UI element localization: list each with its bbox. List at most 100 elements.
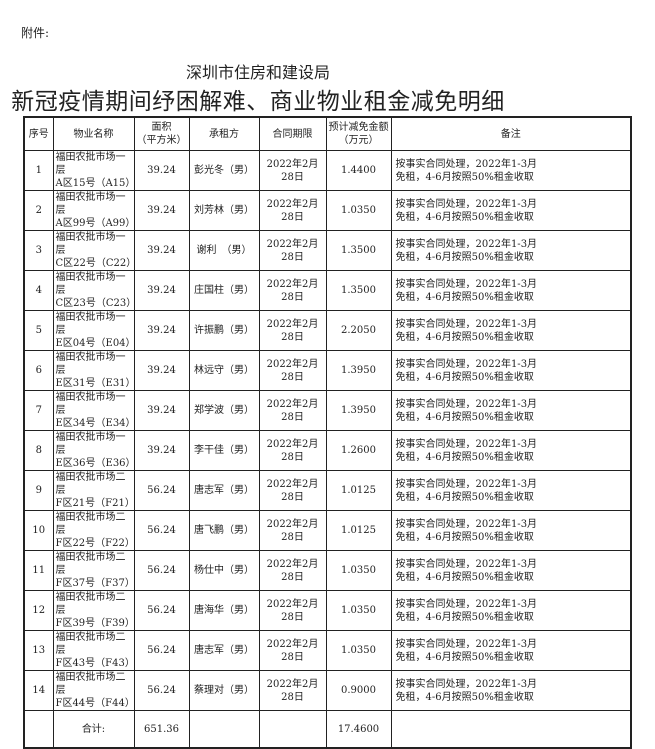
- note-line1: 按事实合同处理，2022年1-3月: [395, 398, 538, 410]
- header-amount-line1: 预计减免金额: [328, 122, 389, 133]
- row-no: 2: [23, 190, 54, 231]
- header-area-line2: （平方米）: [136, 135, 187, 146]
- property-line1: 福田农批市场二层: [55, 552, 126, 576]
- table-row: 9 福田农批市场二层 F区21号（F21） 56.24 唐志军（男） 2022年2月28日…: [23, 470, 632, 511]
- table-row: 3 福田农批市场一层 C区22号（C22） 39.24 谢利 （男） 2022年2月28日…: [23, 230, 632, 271]
- row-note: 按事实合同处理，2022年1-3月 免租，4-6月按照50%租金收取: [390, 430, 632, 471]
- total-amount: 17.4600: [325, 710, 392, 749]
- note-line2: 免租，4-6月按照50%租金收取: [395, 531, 534, 543]
- note-line1: 按事实合同处理，2022年1-3月: [395, 558, 538, 570]
- note-line1: 按事实合同处理，2022年1-3月: [395, 678, 538, 690]
- row-no: 3: [23, 230, 54, 271]
- row-amount: 1.0125: [325, 470, 392, 511]
- row-contract: 2022年2月28日: [258, 190, 327, 231]
- note-line1: 按事实合同处理，2022年1-3月: [395, 638, 538, 650]
- note-line1: 按事实合同处理，2022年1-3月: [395, 198, 538, 210]
- total-no: [23, 710, 54, 749]
- table-row: 7 福田农批市场一层 E区34号（E34） 39.24 郑学波（男） 2022年2月28日…: [23, 390, 632, 431]
- row-contract: 2022年2月28日: [258, 390, 327, 431]
- row-amount: 1.3500: [325, 230, 392, 271]
- row-property: 福田农批市场一层 E区04号（E04）: [52, 310, 135, 351]
- property-line2: E区04号（E04）: [55, 338, 134, 349]
- header-amount: 预计减免金额 （万元）: [325, 116, 392, 151]
- row-area: 39.24: [133, 190, 190, 231]
- row-tenant: 林远守（男）: [188, 350, 260, 391]
- row-no: 9: [23, 470, 54, 511]
- row-tenant: 杨仕中（男）: [188, 550, 260, 591]
- total-row: 合计: 651.36 17.4600: [23, 710, 632, 749]
- note-line1: 按事实合同处理，2022年1-3月: [395, 518, 538, 530]
- row-tenant: 李干佳（男）: [188, 430, 260, 471]
- issuer-heading: 深圳市住房和建设局: [185, 63, 330, 82]
- row-property: 福田农批市场一层 E区31号（E31）: [52, 350, 135, 391]
- note-line1: 按事实合同处理，2022年1-3月: [395, 438, 538, 450]
- property-line1: 福田农批市场二层: [55, 592, 126, 616]
- table-row: 1 福田农批市场一层 A区15号（A15） 39.24 彭光冬（男） 2022年2月28日…: [23, 150, 632, 191]
- row-no: 11: [23, 550, 54, 591]
- row-contract: 2022年2月28日: [258, 310, 327, 351]
- note-line2: 免租，4-6月按照50%租金收取: [395, 571, 534, 583]
- row-contract: 2022年2月28日: [258, 470, 327, 511]
- property-line1: 福田农批市场二层: [55, 672, 126, 696]
- row-amount: 0.9000: [325, 670, 392, 711]
- header-no: 序号: [23, 116, 54, 151]
- header-contract: 合同期限: [258, 116, 327, 151]
- note-line2: 免租，4-6月按照50%租金收取: [395, 371, 534, 383]
- property-line2: F区37号（F37）: [55, 578, 134, 589]
- note-line2: 免租，4-6月按照50%租金收取: [395, 331, 534, 343]
- property-line2: E区36号（E36）: [55, 458, 134, 469]
- row-no: 4: [23, 270, 54, 311]
- note-line2: 免租，4-6月按照50%租金收取: [395, 651, 534, 663]
- row-tenant: 庄国柱（男）: [188, 270, 260, 311]
- note-line2: 免租，4-6月按照50%租金收取: [395, 451, 534, 463]
- row-property: 福田农批市场二层 F区22号（F22）: [52, 510, 135, 551]
- row-contract: 2022年2月28日: [258, 430, 327, 471]
- property-line2: A区15号（A15）: [55, 178, 134, 189]
- property-line2: C区23号（C23）: [55, 298, 134, 309]
- row-area: 56.24: [133, 630, 190, 671]
- row-property: 福田农批市场一层 C区23号（C23）: [52, 270, 135, 311]
- note-line1: 按事实合同处理，2022年1-3月: [395, 478, 538, 490]
- row-no: 6: [23, 350, 54, 391]
- note-line2: 免租，4-6月按照50%租金收取: [395, 291, 534, 303]
- row-note: 按事实合同处理，2022年1-3月 免租，4-6月按照50%租金收取: [390, 670, 632, 711]
- row-area: 56.24: [133, 670, 190, 711]
- note-line2: 免租，4-6月按照50%租金收取: [395, 211, 534, 223]
- row-property: 福田农批市场二层 F区44号（F44）: [52, 670, 135, 711]
- row-amount: 1.3950: [325, 350, 392, 391]
- row-tenant: 唐飞鹏（男）: [188, 510, 260, 551]
- table-row: 4 福田农批市场一层 C区23号（C23） 39.24 庄国柱（男） 2022年2月28日…: [23, 270, 632, 311]
- row-amount: 1.0350: [325, 590, 392, 631]
- row-note: 按事实合同处理，2022年1-3月 免租，4-6月按照50%租金收取: [390, 310, 632, 351]
- row-amount: 1.4400: [325, 150, 392, 191]
- row-area: 56.24: [133, 470, 190, 511]
- row-no: 7: [23, 390, 54, 431]
- row-property: 福田农批市场一层 E区34号（E34）: [52, 390, 135, 431]
- row-contract: 2022年2月28日: [258, 270, 327, 311]
- note-line1: 按事实合同处理，2022年1-3月: [395, 358, 538, 370]
- row-no: 12: [23, 590, 54, 631]
- row-contract: 2022年2月28日: [258, 350, 327, 391]
- row-area: 39.24: [133, 270, 190, 311]
- row-tenant: 刘芳林（男）: [188, 190, 260, 231]
- row-contract: 2022年2月28日: [258, 230, 327, 271]
- row-note: 按事实合同处理，2022年1-3月 免租，4-6月按照50%租金收取: [390, 230, 632, 271]
- row-area: 39.24: [133, 430, 190, 471]
- row-tenant: 彭光冬（男）: [188, 150, 260, 191]
- row-contract: 2022年2月28日: [258, 630, 327, 671]
- property-line2: F区44号（F44）: [55, 698, 134, 709]
- row-area: 39.24: [133, 230, 190, 271]
- table-header-row: 序号 物业名称 面积 （平方米） 承租方 合同期限 预计减免金额 （万元） 备注: [23, 116, 632, 151]
- row-note: 按事实合同处理，2022年1-3月 免租，4-6月按照50%租金收取: [390, 270, 632, 311]
- row-tenant: 郑学波（男）: [188, 390, 260, 431]
- property-line1: 福田农批市场一层: [55, 312, 126, 336]
- row-note: 按事实合同处理，2022年1-3月 免租，4-6月按照50%租金收取: [390, 150, 632, 191]
- table-row: 2 福田农批市场一层 A区99号（A99） 39.24 刘芳林（男） 2022年2月28日…: [23, 190, 632, 231]
- attachment-label: 附件:: [21, 26, 50, 40]
- row-property: 福田农批市场一层 A区99号（A99）: [52, 190, 135, 231]
- table-row: 8 福田农批市场一层 E区36号（E36） 39.24 李干佳（男） 2022年2月28日…: [23, 430, 632, 471]
- row-note: 按事实合同处理，2022年1-3月 免租，4-6月按照50%租金收取: [390, 390, 632, 431]
- row-no: 10: [23, 510, 54, 551]
- property-line2: A区99号（A99）: [55, 218, 134, 229]
- note-line2: 免租，4-6月按照50%租金收取: [395, 491, 534, 503]
